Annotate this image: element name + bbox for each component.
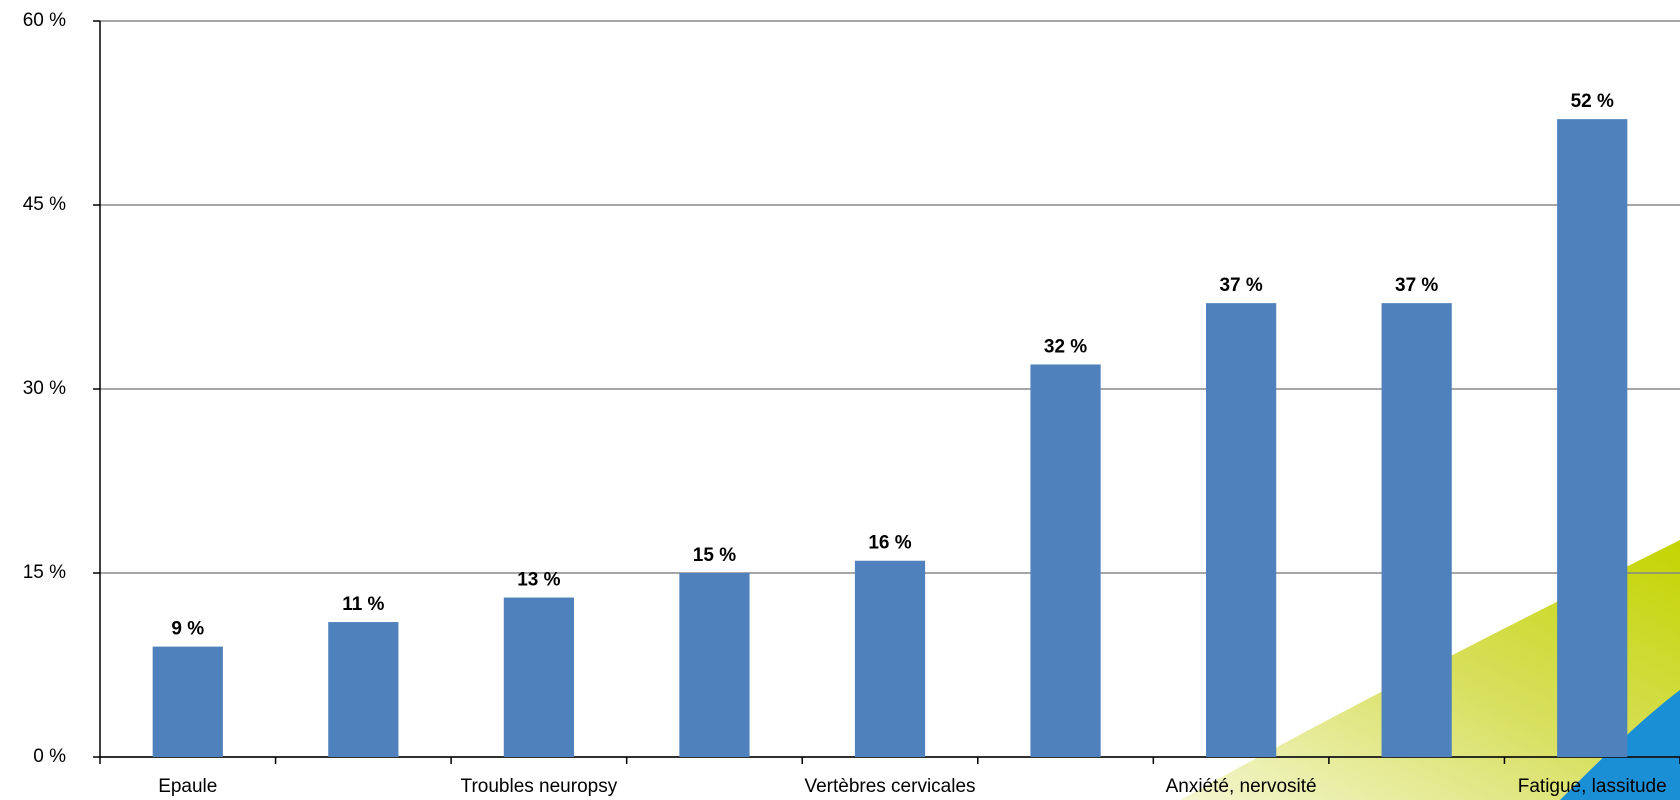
value-label: 16 % — [868, 533, 911, 554]
x-tick-label: Epaule — [158, 776, 217, 797]
x-tick-label: Vertèbres cervicales — [804, 776, 975, 797]
bar — [1206, 303, 1277, 757]
x-tick-label: Anxiété, nervosité — [1166, 776, 1317, 797]
value-label: 15 % — [693, 545, 736, 566]
y-tick-label: 0 % — [33, 746, 66, 767]
bar — [503, 597, 574, 757]
value-label: 52 % — [1571, 91, 1614, 112]
bar — [1557, 119, 1628, 758]
bar — [1030, 364, 1101, 757]
bar — [679, 573, 750, 757]
x-tick-label: Fatigue, lassitude — [1518, 776, 1667, 797]
y-tick-label: 45 % — [23, 194, 66, 215]
value-label: 9 % — [171, 619, 204, 640]
value-label: 37 % — [1395, 275, 1438, 296]
value-label: 32 % — [1044, 336, 1087, 357]
value-label: 13 % — [517, 570, 560, 591]
value-label: 11 % — [342, 594, 384, 615]
bar — [1381, 303, 1452, 757]
bar — [854, 560, 926, 757]
x-tick-label: Troubles neuropsy — [461, 776, 618, 797]
value-label: 37 % — [1219, 275, 1262, 296]
bar — [152, 646, 223, 757]
y-tick-label: 60 % — [23, 10, 66, 31]
y-tick-label: 30 % — [23, 378, 66, 399]
y-tick-label: 15 % — [23, 562, 66, 583]
bar — [328, 622, 399, 757]
